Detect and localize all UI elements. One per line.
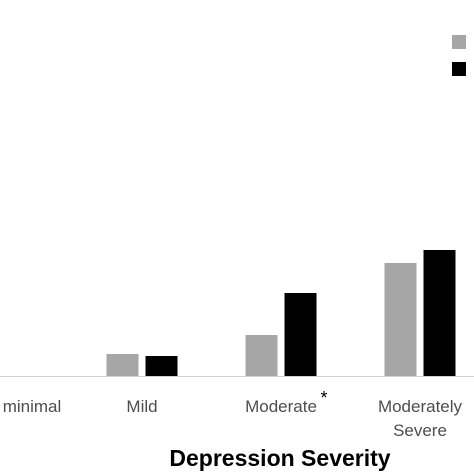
bar-series1-cat4 — [384, 263, 417, 376]
x-tick-labels: minimal Mild Moderate * Moderately Severe — [3, 388, 463, 440]
significance-marker: * — [320, 388, 327, 408]
x-axis-title: Depression Severity — [169, 445, 390, 471]
legend-swatch-series2 — [452, 62, 466, 76]
bar-series2-cat2 — [145, 356, 178, 376]
legend — [452, 35, 466, 76]
legend-swatch-series1 — [452, 35, 466, 49]
x-tick-label: Moderate — [245, 397, 317, 416]
bar-series2-cat4 — [423, 250, 456, 376]
x-tick-label: minimal — [3, 397, 62, 416]
bar-series2-cat3 — [284, 293, 317, 376]
x-tick-label: Mild — [126, 397, 157, 416]
bars-layer — [106, 250, 456, 376]
x-tick-label: Moderately Severe — [378, 397, 463, 440]
bar-series1-cat2 — [106, 354, 139, 376]
bar-series1-cat3 — [245, 335, 278, 376]
